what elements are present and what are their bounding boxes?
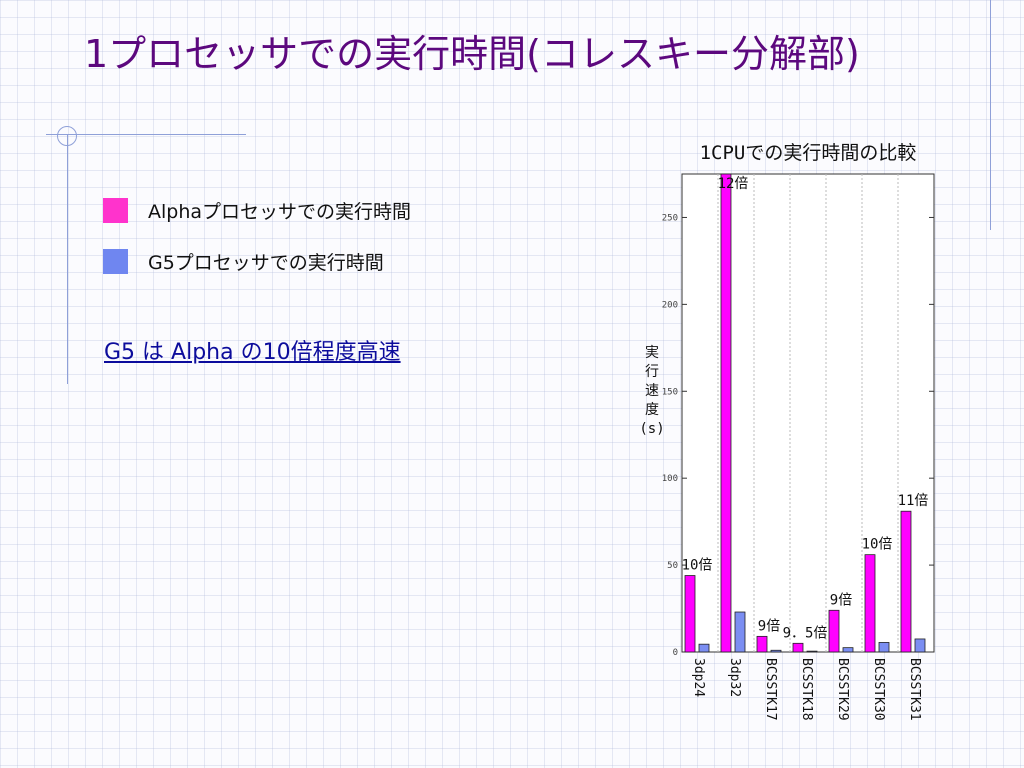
bar-annotation-label: 9．5倍 (783, 625, 828, 641)
x-category-label: BCSSTK29 (835, 658, 850, 721)
bar-3dp32-series-1 (734, 611, 746, 653)
bar-3dp24-series-1 (698, 643, 710, 653)
y-tick-label: 250 (662, 213, 678, 223)
bar-bcsstk17-series-1 (770, 649, 782, 653)
y-tick-label: 100 (662, 474, 678, 484)
legend-label-alpha: Alphaプロセッサでの実行時間 (148, 201, 412, 223)
y-tick-label: 150 (662, 387, 678, 397)
bar-annotation-label: 11倍 (898, 493, 929, 509)
bar-bcsstk29-series-1 (842, 647, 854, 653)
legend-swatch-alpha (103, 198, 128, 223)
title-underline-decoration (46, 134, 246, 135)
bar-bcsstk30-series-1 (878, 642, 890, 653)
y-axis-label-char: 行 (645, 364, 659, 380)
x-category-label: 3dp32 (727, 658, 742, 697)
bar-bcsstk18-series-0 (792, 642, 804, 653)
bar-annotation-label: 12倍 (718, 176, 749, 192)
x-category-label: BCSSTK30 (871, 658, 886, 721)
chart-title: 1CPUでの実行時間の比較 (700, 142, 917, 164)
bar-annotation-label: 9倍 (758, 618, 780, 634)
bar-bcsstk29-series-0 (828, 609, 840, 653)
plot-area-frame (681, 173, 935, 653)
right-vertical-rule-decoration (990, 0, 991, 230)
legend-item-g5: G5プロセッサでの実行時間 (103, 248, 384, 275)
slide-title: 1プロセッサでの実行時間(コレスキー分解部) (84, 32, 860, 76)
chart-container: 1CPUでの実行時間の比較 0 50 100 150 200 250 実行速度 (s) 10倍 3d… (638, 135, 938, 735)
y-axis-label-char: (s) (639, 421, 664, 437)
left-vertical-rule-decoration (67, 134, 68, 384)
bar-annotation-label: 9倍 (830, 592, 852, 608)
bar-annotation-label: 10倍 (862, 537, 893, 553)
bar-annotation-label: 10倍 (682, 558, 713, 574)
bar-bcsstk18-series-1 (806, 650, 818, 653)
speed-comparison-note: G5 は Alpha の10倍程度高速 (104, 340, 401, 365)
bar-3dp32-series-0 (720, 173, 732, 653)
x-category-label: BCSSTK18 (799, 658, 814, 721)
y-axis-label-char: 実 (645, 345, 659, 361)
bar-bcsstk30-series-0 (864, 554, 876, 653)
y-tick-label: 0 (673, 648, 678, 658)
legend-item-alpha: Alphaプロセッサでの実行時間 (103, 197, 411, 224)
bar-bcsstk31-series-1 (914, 638, 926, 653)
legend-swatch-g5 (103, 249, 128, 274)
legend-label-g5: G5プロセッサでの実行時間 (148, 252, 384, 274)
bar-bcsstk17-series-0 (756, 635, 768, 653)
bar-3dp24-series-0 (684, 575, 696, 653)
x-category-label: BCSSTK31 (907, 658, 922, 721)
y-axis-label-char: 度 (645, 402, 659, 418)
y-tick-label: 200 (662, 300, 678, 310)
bar-bcsstk31-series-0 (900, 510, 912, 653)
y-axis-label-char: 速 (645, 383, 659, 399)
x-category-label: BCSSTK17 (763, 658, 778, 721)
x-category-label: 3dp24 (691, 658, 706, 697)
y-tick-label: 50 (667, 561, 678, 571)
